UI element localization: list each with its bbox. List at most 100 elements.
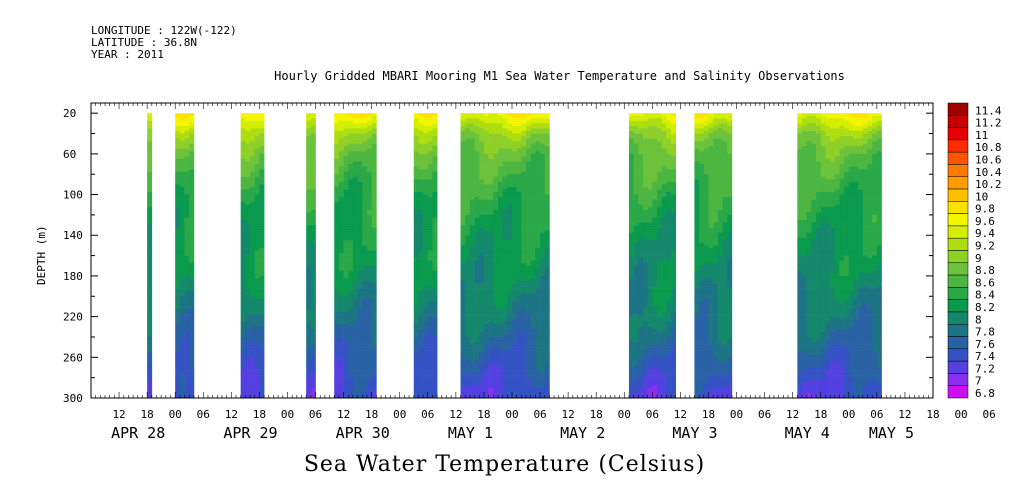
temp-cell xyxy=(245,143,251,147)
temp-cell xyxy=(483,120,489,124)
temp-cell xyxy=(432,156,438,160)
temp-cell xyxy=(530,217,536,221)
temp-cell xyxy=(334,202,340,206)
temp-cell xyxy=(184,123,190,127)
temp-cell xyxy=(474,273,480,277)
temp-cell xyxy=(413,118,419,122)
temp-cell xyxy=(240,118,246,122)
temp-cell xyxy=(245,209,251,213)
temp-cell xyxy=(343,237,349,241)
temp-cell xyxy=(343,217,349,221)
temp-cell xyxy=(526,372,532,376)
temp-cell xyxy=(259,329,265,333)
temp-cell xyxy=(254,212,260,216)
temp-cell xyxy=(310,227,316,231)
temp-cell xyxy=(189,192,195,195)
temp-cell xyxy=(469,255,475,259)
temp-cell xyxy=(418,247,424,251)
temp-cell xyxy=(469,207,475,211)
temp-cell xyxy=(413,387,419,391)
temp-cell xyxy=(488,214,494,218)
temp-cell xyxy=(502,186,508,190)
temp-cell xyxy=(245,306,251,310)
temp-cell xyxy=(474,148,480,152)
temp-cell xyxy=(366,153,372,157)
temp-cell xyxy=(371,242,377,246)
temp-cell xyxy=(483,395,489,399)
temp-cell xyxy=(418,194,424,198)
temp-cell xyxy=(371,153,377,157)
temp-cell xyxy=(465,293,471,297)
temp-cell xyxy=(521,219,527,223)
temp-cell xyxy=(371,329,377,333)
temp-cell xyxy=(250,260,256,264)
temp-cell xyxy=(179,232,185,236)
temp-cell xyxy=(259,133,265,137)
temp-cell xyxy=(306,115,312,119)
temp-cell xyxy=(343,258,349,261)
temp-cell xyxy=(371,392,377,396)
temp-cell xyxy=(334,291,340,295)
temp-cell xyxy=(189,293,195,297)
temp-cell xyxy=(352,283,358,287)
temp-cell xyxy=(493,113,499,117)
temp-cell xyxy=(184,136,190,139)
temp-cell xyxy=(175,204,181,208)
temp-cell xyxy=(240,141,246,144)
temp-cell xyxy=(493,153,499,157)
temp-cell xyxy=(427,217,433,221)
temp-cell xyxy=(334,359,340,363)
temp-cell xyxy=(413,184,419,188)
temp-cell xyxy=(184,362,190,366)
temp-cell xyxy=(512,336,517,340)
temp-cell xyxy=(521,189,527,193)
temp-cell xyxy=(483,298,489,302)
temp-cell xyxy=(497,380,503,384)
temp-cell xyxy=(362,194,368,198)
temp-cell xyxy=(240,370,246,373)
temp-cell xyxy=(362,329,368,333)
temp-cell xyxy=(245,342,251,345)
temp-cell xyxy=(526,298,532,302)
temp-cell xyxy=(254,278,260,282)
temp-cell xyxy=(507,301,513,305)
temp-cell xyxy=(338,296,344,300)
temp-cell xyxy=(245,314,251,317)
temp-cell xyxy=(540,128,546,132)
temp-cell xyxy=(245,130,251,134)
temp-cell xyxy=(493,352,499,356)
temp-cell xyxy=(362,258,368,261)
temp-cell xyxy=(259,250,265,254)
temp-cell xyxy=(184,176,190,180)
temp-cell xyxy=(493,260,499,264)
temp-cell xyxy=(474,334,480,338)
temp-cell xyxy=(530,164,536,167)
temp-cell xyxy=(175,326,181,330)
temp-cell xyxy=(530,174,536,178)
temp-cell xyxy=(338,230,344,233)
temp-cell xyxy=(352,380,358,384)
temp-cell xyxy=(423,306,429,310)
temp-cell xyxy=(516,339,522,343)
temp-cell xyxy=(530,362,536,366)
temp-cell xyxy=(418,204,424,208)
temp-cell xyxy=(507,263,513,267)
temp-cell xyxy=(250,390,256,394)
temp-cell xyxy=(348,115,354,119)
temp-cell xyxy=(423,331,429,335)
temp-cell xyxy=(343,385,349,389)
temp-cell xyxy=(469,258,475,261)
temp-cell xyxy=(179,186,185,190)
temp-cell xyxy=(362,342,368,345)
temp-cell xyxy=(427,395,433,399)
temp-cell xyxy=(245,176,251,180)
temp-cell xyxy=(413,156,419,160)
temp-cell xyxy=(362,293,368,297)
temp-cell xyxy=(179,278,185,282)
temp-cell xyxy=(179,240,185,244)
temp-cell xyxy=(184,364,190,368)
temp-cell xyxy=(516,390,522,394)
temp-cell xyxy=(423,153,429,157)
temp-cell xyxy=(530,202,536,206)
temp-cell xyxy=(418,143,424,147)
